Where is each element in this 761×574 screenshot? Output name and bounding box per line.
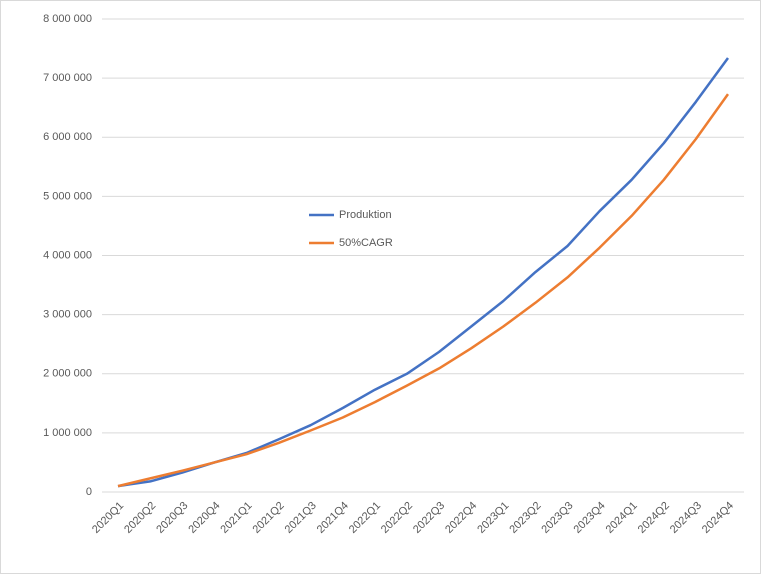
y-tick-label: 3 000 000 bbox=[43, 309, 92, 321]
legend-label: 50%CAGR bbox=[339, 237, 393, 249]
y-tick-label: 7 000 000 bbox=[43, 72, 92, 84]
y-tick-label: 4 000 000 bbox=[43, 249, 92, 261]
y-tick-label: 5 000 000 bbox=[43, 190, 92, 202]
series-line bbox=[117, 93, 730, 488]
y-tick-label: 0 bbox=[86, 486, 92, 498]
legend-label: Produktion bbox=[339, 209, 392, 221]
y-tick-label: 2 000 000 bbox=[43, 368, 92, 380]
y-tick-label: 6 000 000 bbox=[43, 131, 92, 143]
y-tick-label: 1 000 000 bbox=[43, 427, 92, 439]
y-tick-label: 8 000 000 bbox=[43, 13, 92, 25]
